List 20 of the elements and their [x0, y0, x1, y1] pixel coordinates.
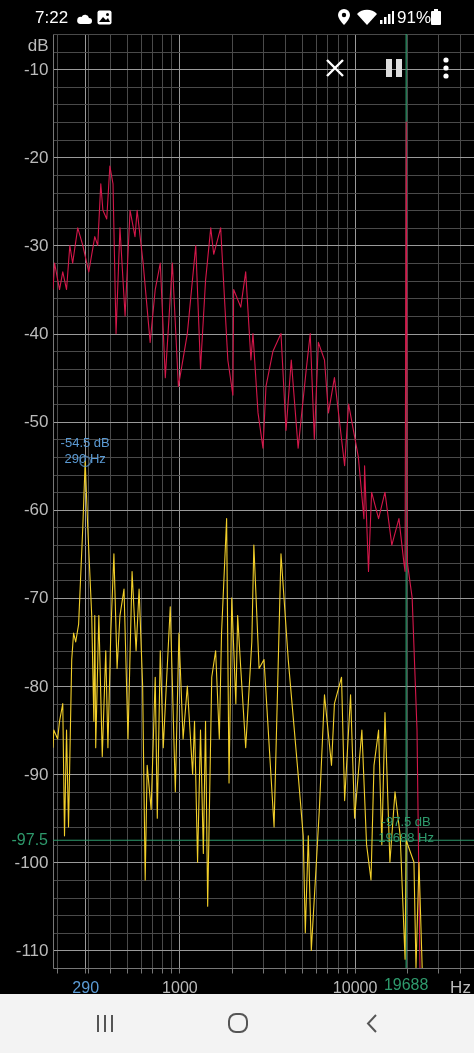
- y-tick-label: -90: [23, 764, 49, 784]
- y-tick-label: -70: [23, 588, 49, 608]
- y-tick-label: -100: [14, 852, 49, 872]
- x-tick-label: 10000: [332, 978, 378, 996]
- y-tick-label: -30: [23, 235, 49, 255]
- ref-line-label: 19688: [383, 976, 429, 993]
- y-tick-label: -40: [23, 324, 49, 344]
- text: 91%: [397, 8, 432, 28]
- y-tick-label: -110: [15, 940, 49, 960]
- y-tick-label: -20: [23, 147, 49, 167]
- x-axis-title: Hz: [450, 977, 471, 997]
- y-tick-label: -80: [23, 676, 49, 696]
- y-tick-label: -60: [23, 500, 49, 520]
- y-tick-label: -50: [23, 412, 49, 432]
- y-tick-label: -10: [23, 59, 49, 79]
- x-tick-label: 1000: [162, 978, 198, 996]
- ref-line-label: -97.5: [11, 831, 49, 849]
- x-tick-label: 290: [72, 978, 100, 996]
- text: 7:22: [35, 8, 69, 28]
- y-axis-title: dB: [27, 35, 49, 55]
